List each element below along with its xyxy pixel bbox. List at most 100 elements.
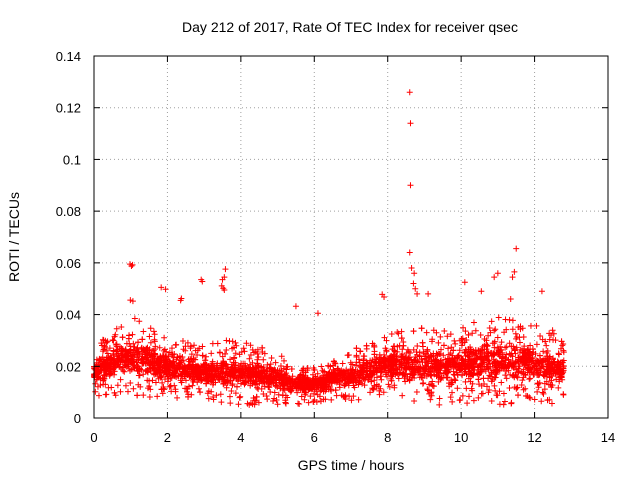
data-point: [268, 368, 275, 375]
data-point: [194, 351, 201, 358]
data-point: [100, 337, 107, 344]
data-point: [533, 366, 540, 373]
data-point: [466, 353, 473, 360]
data-point: [242, 362, 249, 369]
data-point: [458, 355, 465, 362]
data-point: [209, 368, 216, 375]
data-point: [281, 382, 288, 389]
data-point: [191, 342, 198, 349]
data-point: [356, 359, 363, 366]
data-point: [113, 341, 120, 348]
data-point: [144, 369, 151, 376]
data-point: [251, 371, 258, 378]
data-point: [423, 364, 430, 371]
data-point: [265, 383, 272, 390]
data-point: [177, 357, 184, 364]
data-point: [493, 392, 500, 399]
data-point: [151, 359, 158, 366]
data-point: [227, 356, 234, 363]
data-point: [447, 331, 454, 338]
data-point: [500, 401, 507, 408]
data-point: [93, 359, 100, 366]
data-point: [232, 390, 239, 397]
data-point: [385, 368, 392, 375]
data-point: [437, 376, 444, 383]
data-point: [231, 354, 238, 361]
data-point: [541, 386, 548, 393]
data-point: [459, 339, 466, 346]
data-point: [228, 366, 235, 373]
data-point: [512, 350, 519, 357]
data-point: [215, 368, 222, 375]
data-point: [407, 120, 414, 127]
data-point: [560, 391, 567, 398]
data-point: [181, 368, 188, 375]
data-point: [420, 350, 427, 357]
data-point: [250, 395, 257, 402]
data-point: [339, 360, 346, 367]
data-point: [314, 384, 321, 391]
data-point: [522, 385, 529, 392]
data-point: [395, 330, 402, 337]
data-point: [332, 372, 339, 379]
data-point: [265, 378, 272, 385]
data-point: [491, 274, 498, 281]
data-point: [112, 331, 119, 338]
data-point: [185, 383, 192, 390]
data-point: [236, 394, 243, 401]
data-point: [447, 350, 454, 357]
data-point: [459, 392, 466, 399]
data-point: [199, 352, 206, 359]
data-point: [560, 362, 567, 369]
data-point: [544, 397, 551, 404]
data-point: [336, 381, 343, 388]
data-point: [381, 334, 388, 341]
data-point: [217, 349, 224, 356]
data-point: [520, 355, 527, 362]
data-point: [101, 343, 108, 350]
data-point: [524, 364, 531, 371]
data-point: [484, 342, 491, 349]
data-point: [461, 279, 468, 286]
data-point: [448, 381, 455, 388]
data-point: [355, 396, 362, 403]
data-point: [228, 388, 235, 395]
data-point: [154, 393, 161, 400]
data-point: [520, 349, 527, 356]
data-point: [171, 361, 178, 368]
data-point: [475, 348, 482, 355]
data-point: [200, 361, 207, 368]
data-point: [128, 357, 135, 364]
data-point: [327, 363, 334, 370]
data-point: [363, 368, 370, 375]
data-point: [401, 364, 408, 371]
data-point: [113, 325, 120, 332]
data-point: [224, 372, 231, 379]
data-point: [222, 350, 229, 357]
data-point: [178, 379, 185, 386]
data-point: [495, 314, 502, 321]
data-point: [469, 330, 476, 337]
data-point: [406, 249, 413, 256]
data-point: [512, 357, 519, 364]
data-point: [511, 347, 518, 354]
data-point: [118, 347, 125, 354]
data-point: [244, 372, 251, 379]
data-point: [428, 365, 435, 372]
data-point: [146, 394, 153, 401]
data-point: [498, 346, 505, 353]
data-point: [479, 390, 486, 397]
data-point: [452, 377, 459, 384]
data-point: [310, 390, 317, 397]
data-point: [414, 290, 421, 297]
data-point: [208, 377, 215, 384]
data-point: [508, 343, 515, 350]
data-point: [520, 374, 527, 381]
data-point: [199, 343, 206, 350]
data-point: [267, 374, 274, 381]
data-point: [509, 353, 516, 360]
data-point: [486, 372, 493, 379]
data-point: [361, 353, 368, 360]
data-point: [345, 375, 352, 382]
data-point: [407, 350, 414, 357]
